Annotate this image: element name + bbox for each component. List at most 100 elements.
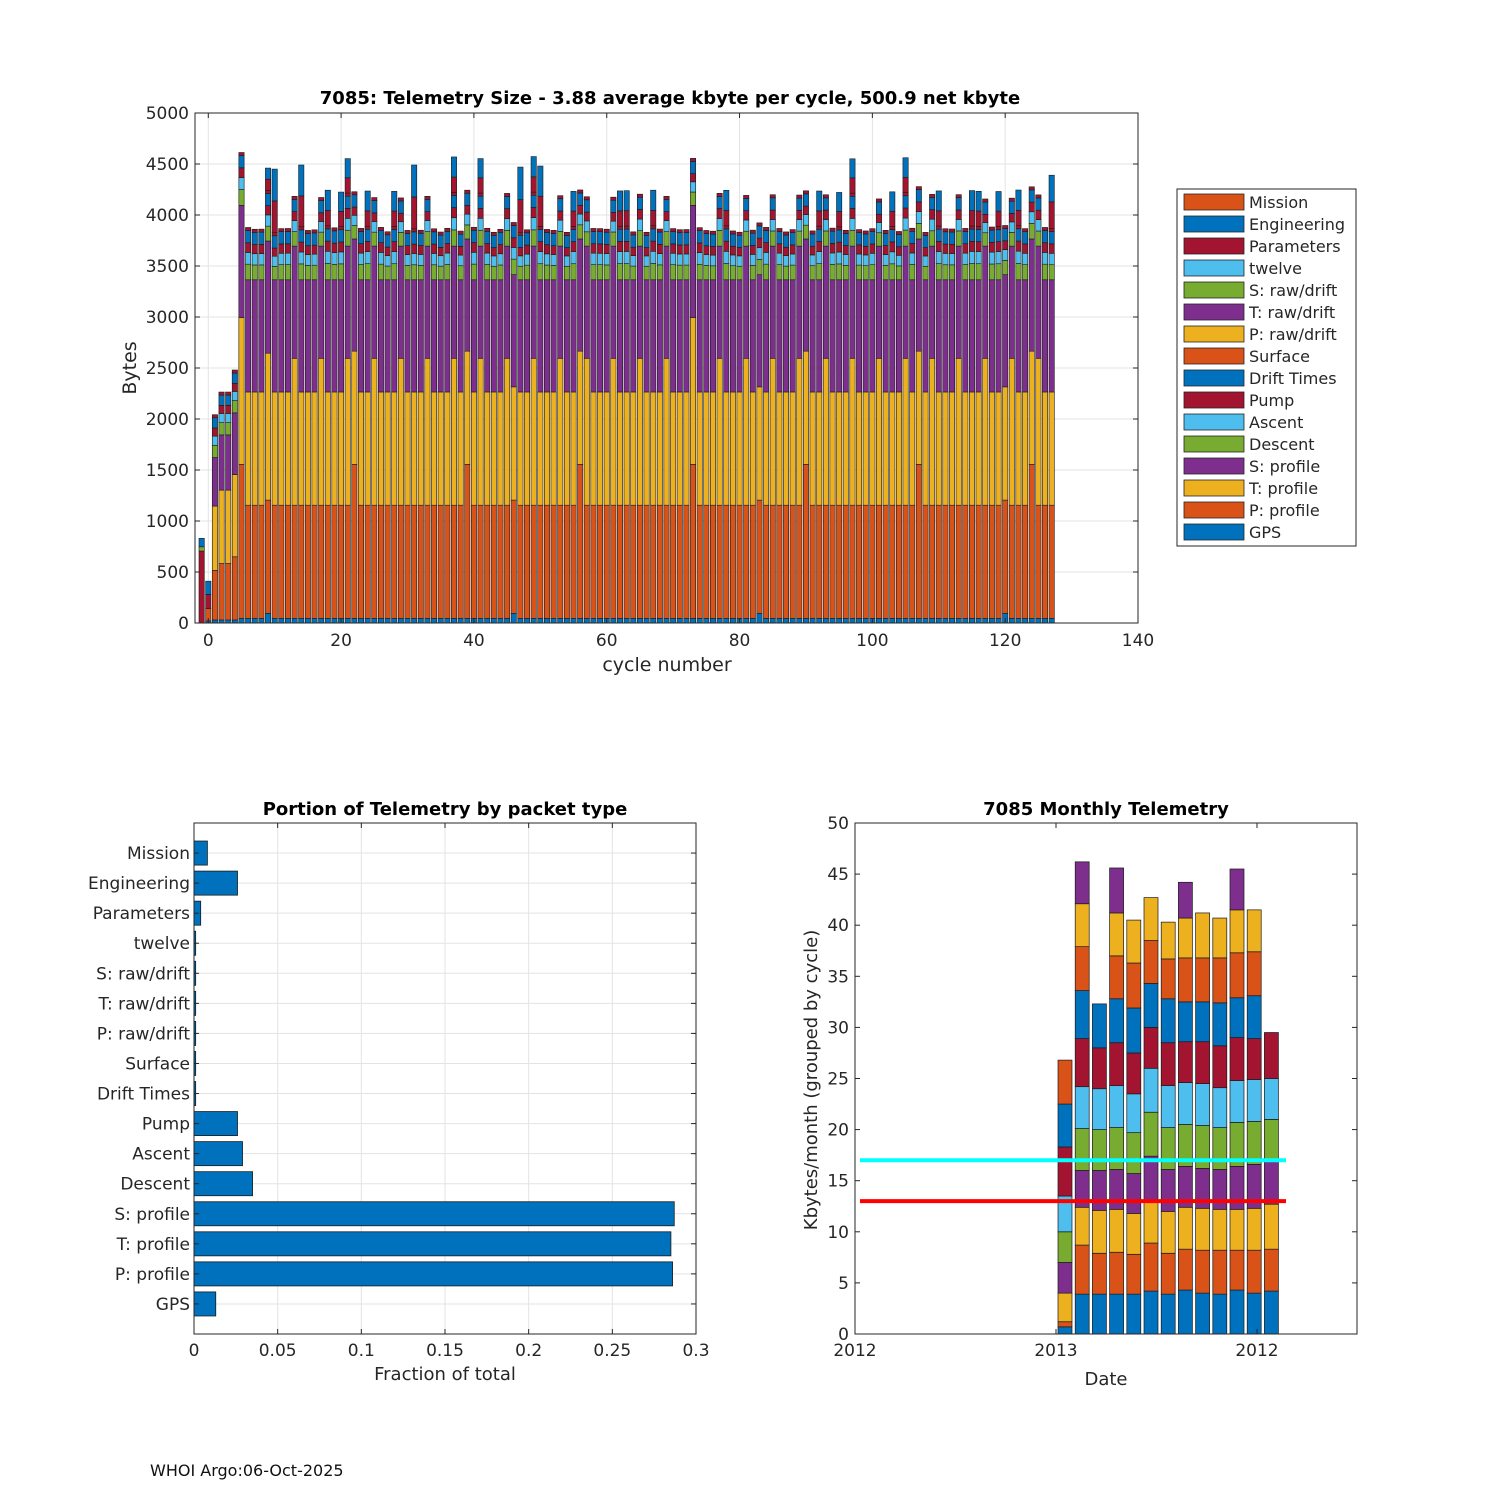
bar-segment: [1048, 228, 1055, 232]
bar-segment: [504, 196, 511, 210]
bar-segment: [676, 279, 683, 393]
bar-segment: [477, 158, 484, 179]
bar-segment: [577, 204, 584, 215]
month-bar-segment: [1057, 1262, 1073, 1294]
bar-segment: [225, 434, 232, 491]
bar-segment: [437, 255, 444, 267]
bar-segment: [271, 279, 278, 393]
bar-segment: [723, 263, 730, 281]
month-bar-segment: [1195, 1207, 1210, 1251]
telemetry-size-bars: [198, 152, 1055, 624]
bar-segment: [1048, 231, 1055, 245]
monthly-telemetry-ticks: 0 5 10 15 20 25 30 35 40 45 50 2012 2013 2012: [827, 814, 1357, 1361]
bar-segment: [696, 227, 703, 232]
bar-segment: [238, 155, 245, 169]
bar-segment: [411, 196, 418, 230]
bar-segment: [1035, 504, 1042, 619]
bar-segment: [915, 186, 922, 190]
bar-segment: [304, 230, 311, 234]
bar-segment: [331, 279, 338, 393]
month-bar-segment: [1074, 1038, 1090, 1088]
x-tick-label: 0.3: [682, 1341, 709, 1361]
legend-label: P: profile: [1249, 501, 1320, 520]
month-bar-segment: [1212, 1249, 1228, 1295]
bar-segment: [617, 190, 623, 212]
bar-segment: [464, 213, 471, 226]
bar-segment: [949, 264, 956, 281]
bar-segment: [570, 618, 577, 624]
bar-segment: [690, 191, 697, 206]
bar-segment: [437, 265, 444, 281]
bar-segment: [497, 391, 504, 506]
bar-segment: [318, 231, 325, 247]
bar-segment: [610, 212, 617, 222]
bar-segment: [477, 208, 484, 219]
bar-segment: [849, 158, 856, 179]
month-bar-segment: [1178, 881, 1193, 919]
bar-segment: [364, 391, 371, 506]
bar-segment: [417, 245, 424, 255]
bar-segment: [836, 279, 843, 393]
bar-segment: [424, 358, 431, 506]
bar-segment: [716, 618, 723, 624]
bar-segment: [902, 195, 909, 209]
month-bar-segment: [1074, 903, 1090, 948]
legend-label: Drift Times: [1249, 369, 1337, 388]
x-tick-label: 0.15: [426, 1341, 464, 1361]
month-bar-segment: [1143, 1155, 1159, 1201]
bar-segment: [431, 243, 438, 254]
bar-segment: [304, 245, 311, 255]
bar-segment: [1002, 499, 1009, 614]
bar-segment: [710, 279, 716, 393]
bar-segment: [610, 358, 617, 506]
bar-segment: [769, 618, 776, 624]
bar-segment: [955, 194, 962, 199]
bar-segment: [411, 504, 418, 619]
bar-segment: [809, 245, 816, 256]
bar-segment: [1028, 223, 1035, 240]
month-bar-segment: [1074, 990, 1090, 1039]
bar-segment: [231, 474, 238, 558]
bar-segment: [696, 618, 703, 624]
bar-segment: [723, 251, 730, 264]
bar-segment: [550, 279, 557, 393]
bar-segment: [577, 618, 584, 624]
bar-segment: [849, 195, 856, 209]
bar-segment: [371, 200, 378, 214]
month-bar-segment: [1246, 909, 1262, 953]
bar-segment: [424, 504, 431, 619]
bar-segment: [570, 251, 577, 265]
bar-segment: [756, 225, 763, 239]
bar-segment: [358, 264, 364, 281]
month-bar-segment: [1178, 957, 1193, 1003]
bar-segment: [623, 391, 630, 506]
bar-segment: [265, 214, 272, 227]
bar-segment: [311, 253, 318, 266]
bar-segment: [710, 230, 716, 235]
bar-segment: [902, 192, 909, 197]
bar-segment: [231, 412, 238, 475]
bar-segment: [862, 254, 869, 266]
bar-segment: [856, 244, 863, 255]
bar-segment: [477, 245, 484, 359]
month-bar-segment: [1126, 1093, 1142, 1134]
bar-segment: [298, 391, 305, 506]
category-label: Descent: [120, 1175, 190, 1195]
bar-segment: [344, 158, 351, 179]
month-bar-segment: [1229, 952, 1245, 999]
bar-segment: [324, 225, 331, 230]
bar-segment: [889, 391, 896, 506]
bar-segment: [530, 245, 537, 359]
bar-segment: [570, 279, 577, 393]
bar-segment: [570, 241, 577, 252]
bar-segment: [1048, 279, 1055, 393]
bar-segment: [723, 225, 730, 230]
bar-segment: [590, 252, 597, 265]
bar-segment: [384, 255, 391, 267]
bar-segment: [935, 391, 942, 506]
legend-swatch: [1183, 281, 1245, 299]
month-bar-segment: [1109, 912, 1124, 957]
bar-segment: [470, 226, 477, 231]
bar-segment: [656, 504, 663, 619]
bar-segment: [417, 391, 424, 506]
